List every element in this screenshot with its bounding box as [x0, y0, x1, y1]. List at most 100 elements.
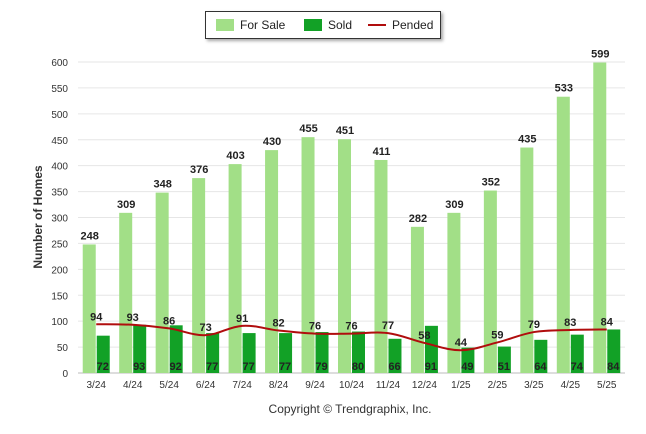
x-tick-label: 11/24: [376, 380, 401, 391]
for-sale-bar: [447, 212, 461, 373]
y-tick-label: 50: [57, 343, 69, 354]
y-tick-label: 350: [51, 188, 68, 199]
legend-sold-swatch: [304, 19, 322, 31]
legend-for-sale-label: For Sale: [240, 18, 286, 32]
for-sale-value-label: 352: [482, 177, 500, 189]
pended-series-line: [96, 323, 607, 352]
sold-bar: [461, 347, 475, 373]
y-tick-label: 100: [51, 317, 68, 328]
y-tick-label: 400: [51, 162, 68, 173]
y-axis-ticks: 0 50 100 150 200 250 300 350 400 450 500 550 600: [51, 58, 68, 380]
y-tick-label: 500: [51, 110, 68, 121]
pended-value-label: 86: [163, 315, 175, 327]
sold-bar: [570, 334, 584, 373]
legend-pended-label: Pended: [392, 18, 434, 32]
pended-value-label: 91: [236, 313, 248, 325]
y-tick-label: 150: [51, 291, 68, 302]
x-tick-label: 3/24: [86, 380, 106, 391]
sold-value-label: 84: [607, 361, 620, 373]
pended-value-label: 44: [455, 337, 468, 349]
for-sale-bar: [82, 244, 96, 373]
x-tick-label: 12/24: [412, 380, 437, 391]
pended-value-label: 83: [564, 317, 576, 329]
x-tick-label: 4/24: [123, 380, 143, 391]
pended-value-label: 73: [200, 322, 212, 334]
sold-bar: [206, 333, 220, 373]
x-axis-ticks: 3/24 4/24 5/24 6/24 7/24 8/24 9/24 10/24 11/24 12…: [86, 380, 616, 391]
x-tick-label: 2/25: [488, 380, 508, 391]
sold-value-label: 74: [571, 361, 584, 373]
for-sale-bar: [228, 164, 242, 373]
data-labels: 248 94 72 309 93 93 348 86 92 376 73 77 403 91 77 430 82…: [81, 49, 621, 373]
sold-bar: [242, 333, 256, 373]
for-sale-value-label: 282: [409, 213, 427, 225]
sold-value-label: 79: [315, 361, 327, 373]
for-sale-bar: [119, 212, 133, 373]
pended-value-label: 93: [127, 312, 139, 324]
for-sale-value-label: 348: [153, 179, 171, 191]
sold-value-label: 80: [352, 361, 364, 373]
x-tick-label: 8/24: [269, 380, 289, 391]
for-sale-value-label: 309: [117, 199, 135, 211]
y-axis-title: Number of Homes: [31, 165, 45, 269]
sold-bar: [279, 333, 293, 373]
sold-bar: [352, 331, 365, 373]
sold-bar: [169, 325, 183, 373]
sold-bar: [388, 338, 402, 373]
for-sale-value-label: 533: [555, 83, 573, 95]
sold-bar: [133, 324, 147, 373]
pended-line: [96, 323, 607, 352]
for-sale-bar: [520, 147, 534, 373]
for-sale-value-label: 411: [373, 146, 391, 158]
y-tick-label: 0: [62, 369, 68, 380]
for-sale-bar: [483, 190, 497, 373]
legend-for-sale-swatch: [216, 19, 234, 31]
for-sale-bar: [556, 96, 570, 373]
for-sale-bar: [374, 159, 388, 373]
for-sale-value-label: 455: [299, 123, 317, 135]
for-sale-bar: [338, 139, 351, 373]
pended-value-label: 84: [601, 316, 614, 328]
for-sale-bar: [265, 150, 279, 373]
y-tick-label: 600: [51, 58, 68, 69]
for-sale-bar: [301, 137, 315, 373]
sold-value-label: 77: [242, 361, 254, 373]
sold-bar: [607, 329, 621, 373]
pended-value-label: 82: [272, 317, 284, 329]
sold-value-label: 72: [97, 361, 109, 373]
pended-value-label: 58: [418, 330, 430, 342]
y-tick-label: 200: [51, 265, 68, 276]
copyright-text: Copyright © Trendgraphix, Inc.: [268, 402, 432, 416]
x-tick-label: 1/25: [451, 380, 471, 391]
legend: For Sale Sold Pended: [205, 11, 441, 39]
sold-value-label: 49: [461, 361, 473, 373]
x-tick-label: 5/25: [597, 380, 617, 391]
x-tick-label: 3/25: [524, 380, 544, 391]
sold-value-label: 66: [388, 361, 400, 373]
pended-value-label: 77: [382, 320, 394, 332]
sold-bar: [534, 339, 548, 373]
sold-bar: [497, 346, 511, 373]
x-tick-label: 6/24: [196, 380, 216, 391]
for-sale-bar: [593, 62, 607, 373]
x-tick-label: 4/25: [561, 380, 581, 391]
sold-value-label: 51: [498, 361, 510, 373]
pended-value-label: 94: [90, 311, 103, 323]
for-sale-bar: [192, 178, 206, 373]
for-sale-value-label: 309: [445, 199, 463, 211]
bars: [82, 62, 621, 373]
y-tick-label: 450: [51, 136, 68, 147]
for-sale-bar: [410, 226, 424, 373]
pended-value-label: 79: [528, 319, 540, 331]
sold-value-label: 77: [206, 361, 218, 373]
sold-value-label: 91: [425, 361, 437, 373]
for-sale-value-label: 599: [591, 49, 609, 61]
for-sale-value-label: 403: [226, 150, 244, 162]
x-tick-label: 9/24: [305, 380, 325, 391]
y-tick-label: 250: [51, 239, 68, 250]
x-tick-label: 5/24: [159, 380, 179, 391]
pended-value-label: 76: [345, 321, 357, 333]
y-tick-label: 550: [51, 84, 68, 95]
grid-lines: [78, 61, 625, 374]
